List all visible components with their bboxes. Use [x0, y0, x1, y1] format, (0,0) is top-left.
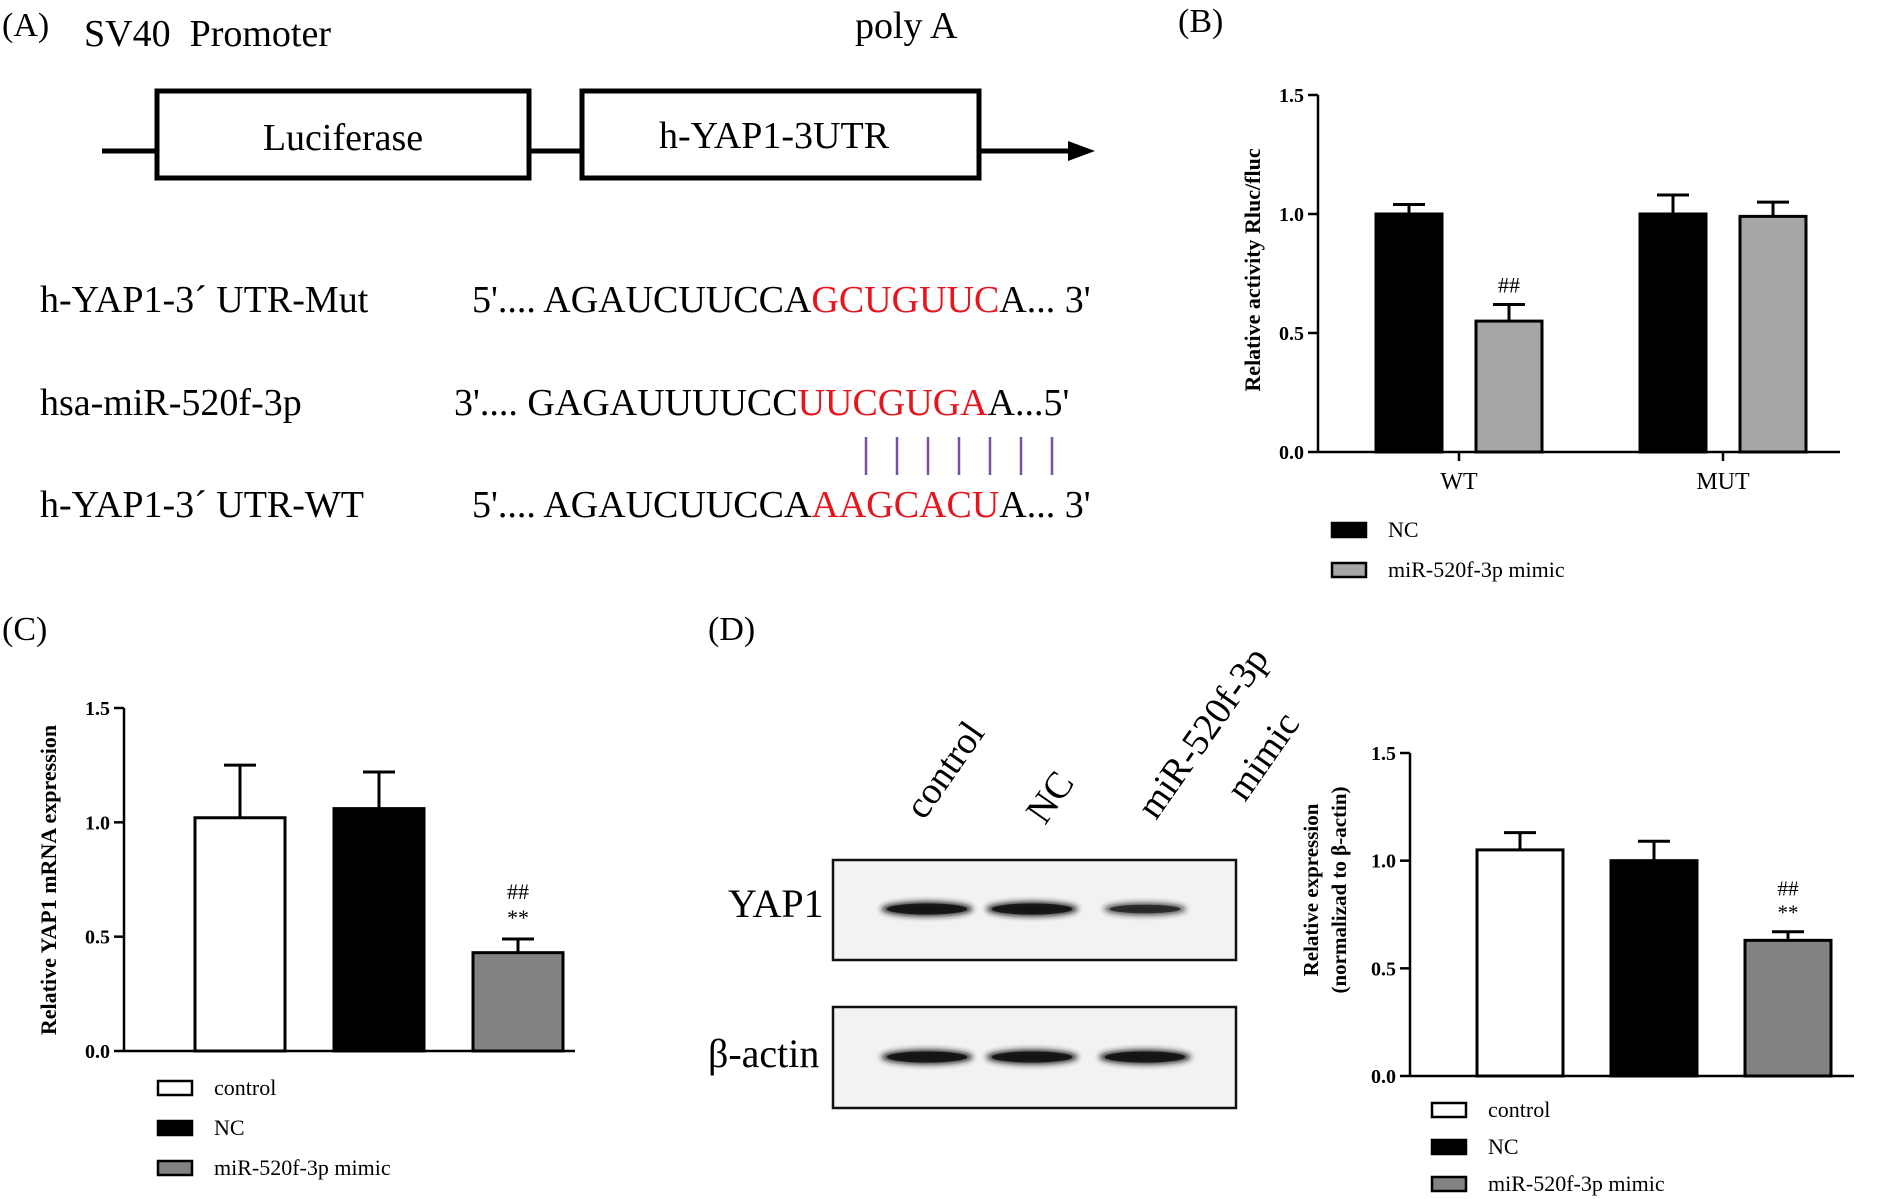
y-tick-label: 0.5: [1371, 958, 1396, 980]
panel-label-d: (D): [708, 611, 755, 648]
sequence-name: h-YAP1-3´ UTR-Mut: [40, 279, 369, 321]
sequence-text: 3'.... GAGAUUUUCCUUCGUGAA...5': [454, 382, 1069, 424]
y-axis-label: Relative expression: [1299, 803, 1323, 976]
bar-NC: [1638, 212, 1708, 454]
blot-bands: [881, 901, 1191, 1065]
blot-row-label-yap1: YAP1: [728, 881, 824, 926]
y-tick-label: 0.5: [85, 927, 110, 949]
y-tick-label: 1.5: [85, 698, 110, 720]
panel-label-a: (A): [2, 7, 49, 44]
bar-miR-520f-3p mimic: [1738, 214, 1808, 454]
chart-b: 0.0 0.5 1.0 1.5 ## WT MUT Relative activity Rlu…: [1240, 85, 1840, 582]
luciferase-box: [154, 88, 532, 181]
y-tick-label: 0.5: [1279, 323, 1304, 345]
sequence-suffix: A... 3': [999, 279, 1090, 321]
bar-miR-520f-3p mimic: [1743, 938, 1833, 1078]
sequence-prefix: 5'.... AGAUCUUCCA: [472, 484, 812, 526]
y-tick-label: 1.5: [1279, 85, 1304, 107]
legend-label: NC: [1388, 517, 1419, 542]
legend-swatch: [156, 1119, 194, 1137]
lane-label-nc: NC: [1018, 764, 1083, 831]
y-tick-label: 0.0: [1279, 442, 1304, 464]
promoter-label: SV40 Promoter: [84, 13, 331, 55]
y-axis-label: Relative YAP1 mRNA expression: [36, 725, 61, 1035]
sequence-text: 5'.... AGAUCUUCCAAAGCACUA... 3': [472, 484, 1091, 526]
sequence-prefix: 5'.... AGAUCUUCCA: [472, 279, 812, 321]
chart-d: 0.0 0.5 1.0 1.5 ##** Relative expression (norm…: [1299, 743, 1854, 1196]
legend-label: control: [1488, 1097, 1550, 1122]
significance-label: ##: [1778, 877, 1800, 901]
legend-swatch: [1430, 1138, 1468, 1156]
significance-label: **: [507, 905, 529, 930]
sequence-highlight: AAGCACU: [811, 484, 999, 526]
legend-swatch: [1430, 1175, 1468, 1193]
sequence-highlight: GCUGUUC: [811, 279, 999, 321]
pairing-marks: [864, 437, 1054, 475]
luciferase-label: Luciferase: [263, 117, 423, 159]
chart-c: 0.0 0.5 1.0 1.5 ##** Relative YAP1 mRNA expre…: [36, 698, 575, 1180]
panel-a: (A) SV40 Promoter poly A Luciferase h-YA…: [2, 5, 1095, 526]
y-tick-label: 1.0: [85, 812, 110, 834]
y-axis-label: Relative activity Rluc/fluc: [1240, 148, 1265, 391]
x-tick-label: WT: [1440, 469, 1478, 495]
sequence-mirna: hsa-miR-520f-3p 3'.... GAGAUUUUCCUUCGUGA…: [40, 382, 1069, 424]
y-tick-label: 1.0: [1371, 851, 1396, 873]
legend-swatch: [1430, 1101, 1468, 1119]
legend-label: NC: [214, 1115, 245, 1140]
bar-control: [193, 816, 287, 1053]
utr-label: h-YAP1-3UTR: [659, 115, 890, 157]
yap1-band-core: [992, 903, 1072, 915]
blot-row-label-actin: β-actin: [708, 1031, 819, 1076]
actin-band-core: [992, 1051, 1072, 1063]
lane-label-control: control: [897, 714, 993, 826]
utr-box: [579, 88, 982, 181]
legend-label: control: [214, 1075, 276, 1100]
sequence-suffix: A...5': [988, 382, 1070, 424]
bar-control: [1475, 848, 1565, 1078]
legend-label: NC: [1488, 1134, 1519, 1159]
y-tick-label: 1.0: [1279, 204, 1304, 226]
bar-miR-520f-3p mimic: [1474, 319, 1544, 454]
y-axis-label: (normalizad to β-actin): [1327, 786, 1351, 993]
actin-band-core: [1105, 1051, 1185, 1063]
significance-label: **: [1778, 901, 1799, 925]
arrow-head-icon: [1068, 141, 1095, 161]
sequence-name: hsa-miR-520f-3p: [40, 382, 302, 424]
sequence-name: h-YAP1-3´ UTR-WT: [40, 484, 364, 526]
legend-label: miR-520f-3p mimic: [1388, 557, 1565, 582]
sequence-prefix: 3'.... GAGAUUUUCC: [454, 382, 798, 424]
panel-label-c: (C): [2, 611, 47, 648]
panel-label-b: (B): [1178, 3, 1223, 40]
y-tick-label: 1.5: [1371, 743, 1396, 765]
sequence-highlight: UUCGUGA: [798, 382, 989, 424]
significance-label: ##: [1498, 272, 1520, 297]
sequence-mut: h-YAP1-3´ UTR-Mut 5'.... AGAUCUUCCAGCUGU…: [40, 279, 1091, 321]
actin-band-core: [887, 1051, 967, 1063]
legend-swatch: [156, 1159, 194, 1177]
significance-label: ##: [507, 879, 529, 904]
bar-miR-520f-3p mimic: [471, 951, 565, 1053]
sequence-text: 5'.... AGAUCUUCCAGCUGUUCA... 3': [472, 279, 1091, 321]
blot-lane-labels: control NC miR-520f-3p mimic: [897, 640, 1308, 832]
legend-label: miR-520f-3p mimic: [214, 1155, 391, 1180]
sequence-wt: h-YAP1-3´ UTR-WT 5'.... AGAUCUUCCAAAGCAC…: [40, 484, 1091, 526]
bar-NC: [1374, 212, 1444, 454]
bar-NC: [332, 807, 426, 1053]
x-tick-label: MUT: [1696, 469, 1750, 495]
sequence-suffix: A... 3': [999, 484, 1090, 526]
legend-swatch: [156, 1079, 194, 1097]
legend-swatch: [1330, 561, 1368, 579]
yap1-band-core: [887, 903, 967, 915]
bar-NC: [1609, 859, 1699, 1078]
y-tick-label: 0.0: [1371, 1066, 1396, 1088]
polya-label: poly A: [855, 5, 958, 47]
yap1-band-core: [1109, 904, 1181, 914]
y-tick-label: 0.0: [85, 1041, 110, 1063]
legend-swatch: [1330, 521, 1368, 539]
legend-label: miR-520f-3p mimic: [1488, 1171, 1665, 1196]
